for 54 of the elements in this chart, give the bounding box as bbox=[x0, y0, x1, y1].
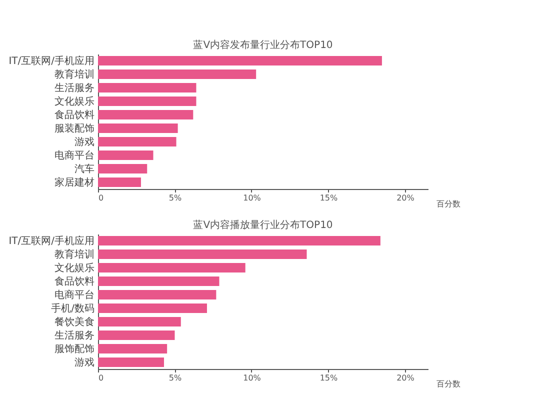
bar bbox=[98, 304, 207, 313]
y-tick-label: 生活服务 bbox=[54, 82, 94, 94]
bar bbox=[98, 317, 181, 326]
bar bbox=[98, 83, 196, 92]
bar bbox=[98, 56, 382, 66]
y-tick-label: 服装配饰 bbox=[54, 122, 94, 134]
y-tick-label: 电商平台 bbox=[54, 149, 94, 162]
y-tick-label: 教育培训 bbox=[54, 248, 94, 260]
y-tick-label: 汽车 bbox=[74, 162, 94, 175]
bar bbox=[98, 276, 220, 286]
bar bbox=[98, 358, 164, 367]
bar bbox=[98, 110, 194, 120]
x-tick-label: 15% bbox=[320, 194, 338, 202]
bar bbox=[98, 70, 256, 79]
x-tick-label: 20% bbox=[396, 194, 415, 202]
bar bbox=[98, 178, 141, 187]
bar bbox=[98, 263, 246, 272]
bar bbox=[98, 164, 148, 174]
y-tick-label: IT/互联网/手机应用 bbox=[8, 54, 94, 67]
x-tick-label: 15% bbox=[320, 374, 338, 382]
x-tick-label: 0 bbox=[98, 194, 104, 202]
x-axis-title: 百分数 bbox=[436, 380, 460, 388]
y-tick-label: 家居建材 bbox=[54, 176, 94, 188]
y-tick-label: 食品饮料 bbox=[54, 108, 94, 121]
bar bbox=[98, 150, 154, 160]
x-tick-label: 10% bbox=[243, 194, 262, 202]
y-tick-label: 游戏 bbox=[74, 356, 94, 368]
y-tick-label: 文化娱乐 bbox=[54, 95, 94, 108]
bar bbox=[98, 137, 176, 146]
y-tick-label: 游戏 bbox=[74, 136, 94, 148]
bar bbox=[98, 250, 307, 259]
y-tick-label: 教育培训 bbox=[54, 68, 94, 80]
y-tick-label: 文化娱乐 bbox=[54, 262, 94, 274]
x-tick-label: 10% bbox=[243, 374, 262, 382]
y-tick-label: 餐饮美食 bbox=[54, 316, 94, 328]
bar bbox=[98, 96, 196, 106]
x-axis-title: 百分数 bbox=[436, 200, 460, 208]
x-tick-label: 0 bbox=[98, 374, 104, 382]
x-tick-label: 20% bbox=[396, 374, 415, 382]
y-tick-label: 生活服务 bbox=[54, 329, 94, 342]
chart-title: 蓝V内容发布量行业分布TOP10 bbox=[193, 39, 333, 51]
y-tick-label: IT/互联网/手机应用 bbox=[8, 234, 94, 247]
chart-title: 蓝V内容播放量行业分布TOP10 bbox=[193, 219, 333, 231]
y-tick-label: 服饰配饰 bbox=[54, 342, 94, 355]
bar bbox=[98, 124, 178, 133]
x-tick-label: 5% bbox=[168, 194, 182, 202]
x-tick-label: 5% bbox=[168, 374, 182, 382]
bar bbox=[98, 290, 216, 300]
bar bbox=[98, 330, 175, 340]
bar bbox=[98, 344, 168, 354]
y-tick-label: 手机/数码 bbox=[51, 302, 94, 314]
y-tick-label: 电商平台 bbox=[54, 288, 94, 301]
bar bbox=[98, 236, 380, 246]
y-tick-label: 食品饮料 bbox=[54, 275, 94, 288]
